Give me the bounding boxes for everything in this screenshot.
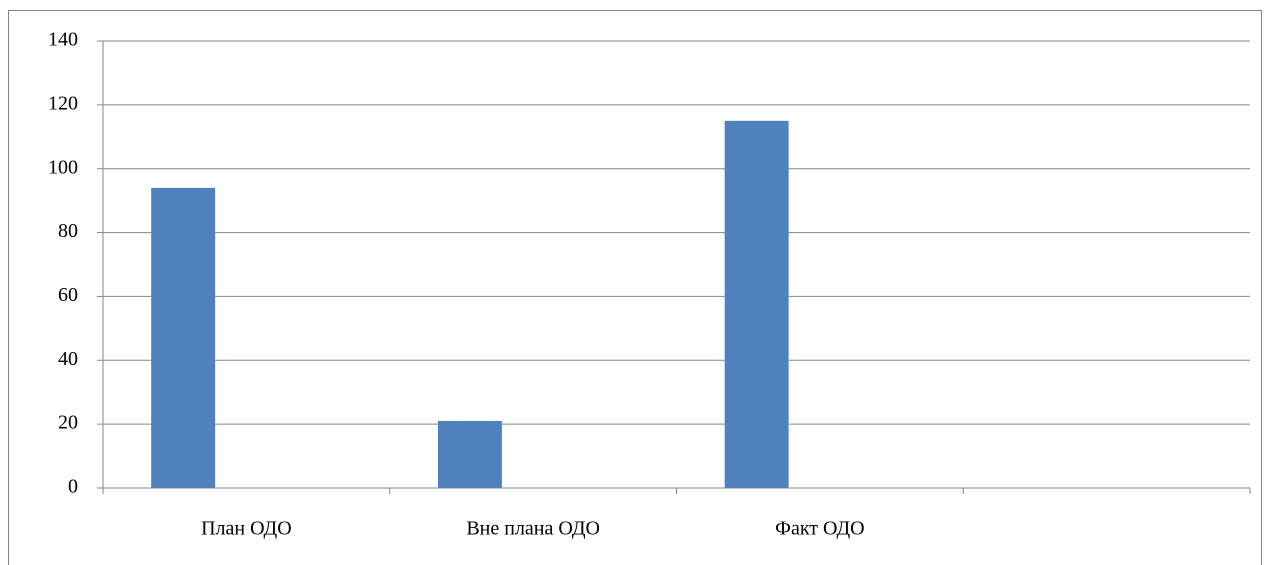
x-tick-label: Вне плана ОДО <box>466 518 600 540</box>
bar <box>437 420 502 488</box>
y-tick-label: 100 <box>48 156 78 178</box>
bar <box>151 187 216 488</box>
x-tick-label: План ОДО <box>201 518 292 540</box>
y-tick-label: 40 <box>58 348 78 370</box>
chart-frame <box>8 10 1262 565</box>
x-tick-label: Факт ОДО <box>775 518 864 540</box>
y-tick-label: 60 <box>58 284 78 306</box>
y-tick-label: 0 <box>68 476 78 498</box>
bar <box>724 120 789 489</box>
y-tick-label: 20 <box>58 412 78 434</box>
y-tick-label: 80 <box>58 220 78 242</box>
y-tick-label: 140 <box>48 29 78 51</box>
y-tick-label: 120 <box>48 92 78 114</box>
